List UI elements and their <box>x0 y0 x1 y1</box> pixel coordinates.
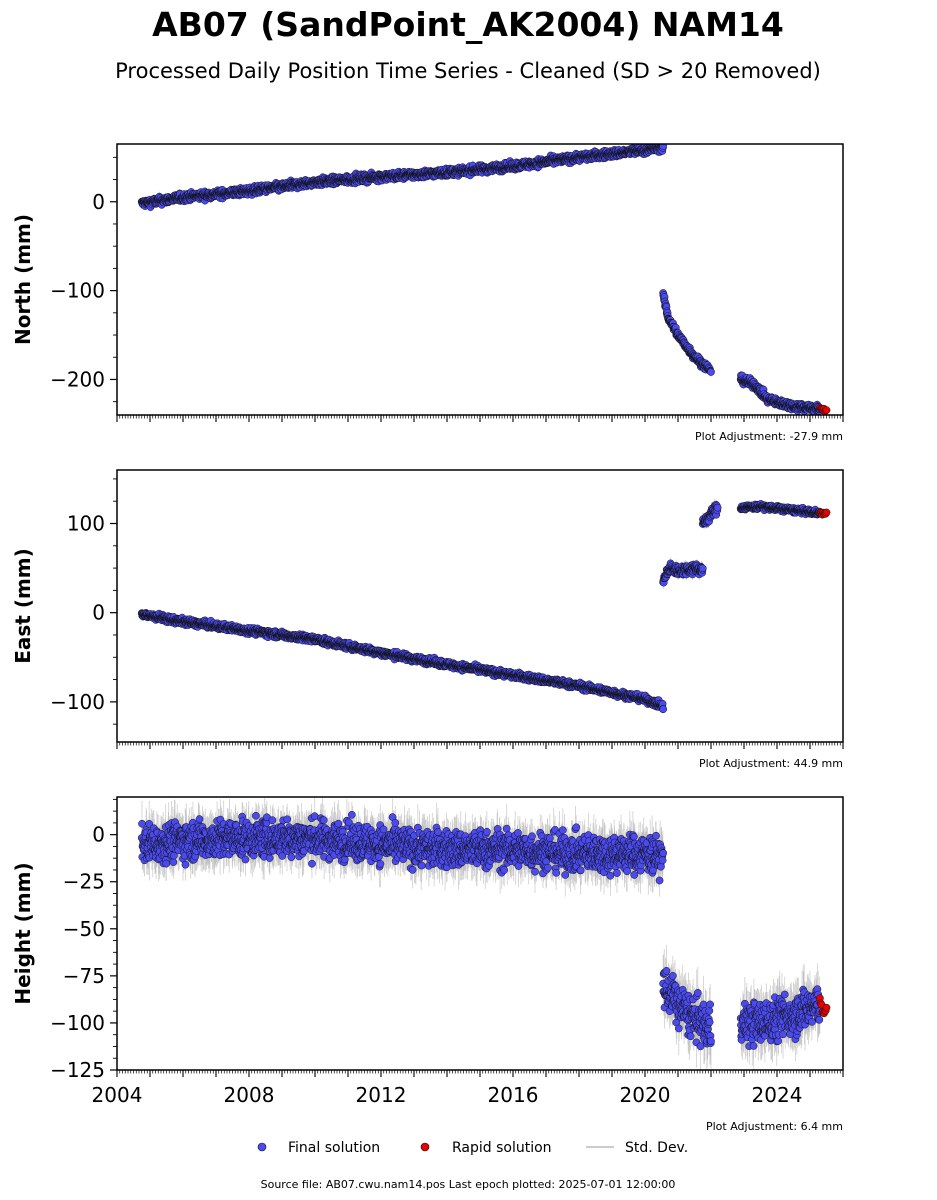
y-tick-label: −100 <box>50 279 105 303</box>
std-dev-bars <box>141 144 821 415</box>
data-points <box>137 144 831 415</box>
figure-title: AB07 (SandPoint_AK2004) NAM14 <box>152 5 784 44</box>
final-point <box>707 368 715 376</box>
y-axis: −200 −100 0 <box>50 156 117 403</box>
rapid-point <box>822 406 831 414</box>
y-tick-label: 0 <box>92 190 105 214</box>
y-tick-label: −200 <box>50 367 105 391</box>
figure-subtitle: Processed Daily Position Time Series - C… <box>115 59 821 83</box>
plot-frame <box>116 143 844 416</box>
plot-area <box>137 144 831 415</box>
x-axis <box>116 415 844 422</box>
